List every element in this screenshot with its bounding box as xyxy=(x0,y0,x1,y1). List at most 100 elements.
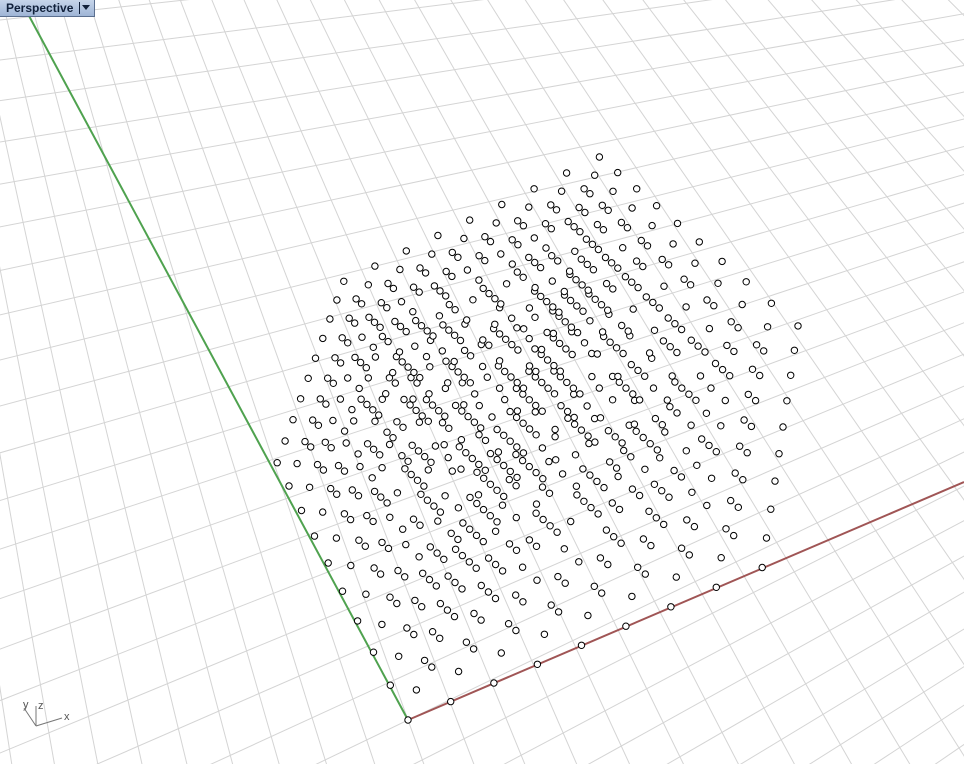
point-marker[interactable] xyxy=(544,384,552,392)
point-marker[interactable] xyxy=(748,365,757,373)
point-marker[interactable] xyxy=(427,458,435,466)
point-marker[interactable] xyxy=(512,450,520,459)
point-marker[interactable] xyxy=(486,512,494,520)
point-marker[interactable] xyxy=(420,656,429,665)
point-marker[interactable] xyxy=(569,384,578,392)
point-marker[interactable] xyxy=(471,390,479,398)
point-marker[interactable] xyxy=(410,630,418,639)
point-marker[interactable] xyxy=(598,328,607,336)
point-marker[interactable] xyxy=(614,372,622,381)
point-marker[interactable] xyxy=(378,332,387,341)
point-marker[interactable] xyxy=(451,578,459,587)
point-marker[interactable] xyxy=(557,187,566,195)
point-marker[interactable] xyxy=(547,225,555,233)
point-marker[interactable] xyxy=(398,358,406,366)
point-marker[interactable] xyxy=(336,359,345,367)
point-marker[interactable] xyxy=(466,493,474,502)
point-marker[interactable] xyxy=(653,446,661,454)
point-marker[interactable] xyxy=(546,522,554,530)
point-marker[interactable] xyxy=(502,280,511,288)
point-marker[interactable] xyxy=(498,501,507,509)
point-marker[interactable] xyxy=(442,292,450,300)
point-marker[interactable] xyxy=(579,465,587,473)
point-marker[interactable] xyxy=(726,372,734,380)
point-marker[interactable] xyxy=(494,448,503,456)
point-marker[interactable] xyxy=(588,240,597,249)
point-marker[interactable] xyxy=(519,222,528,230)
point-marker[interactable] xyxy=(444,572,452,580)
point-marker[interactable] xyxy=(430,502,438,510)
point-marker[interactable] xyxy=(655,304,663,312)
point-marker[interactable] xyxy=(431,442,440,450)
point-marker[interactable] xyxy=(362,364,370,372)
point-marker[interactable] xyxy=(313,460,322,469)
point-marker[interactable] xyxy=(448,272,456,281)
point-marker[interactable] xyxy=(688,488,696,496)
point-marker[interactable] xyxy=(752,341,761,349)
point-marker[interactable] xyxy=(763,323,772,331)
point-marker[interactable] xyxy=(519,390,527,398)
point-marker[interactable] xyxy=(413,476,422,484)
point-marker[interactable] xyxy=(371,417,379,425)
point-marker[interactable] xyxy=(643,242,652,250)
point-marker[interactable] xyxy=(492,219,500,227)
point-marker[interactable] xyxy=(293,459,301,468)
point-marker[interactable] xyxy=(542,244,550,252)
point-marker[interactable] xyxy=(506,437,514,445)
point-marker[interactable] xyxy=(664,314,672,322)
point-marker[interactable] xyxy=(445,326,453,334)
point-marker[interactable] xyxy=(775,450,783,458)
point-marker[interactable] xyxy=(395,348,404,356)
point-marker[interactable] xyxy=(338,334,346,342)
point-marker[interactable] xyxy=(558,470,567,478)
point-marker[interactable] xyxy=(440,441,448,449)
point-marker[interactable] xyxy=(628,485,637,493)
point-marker[interactable] xyxy=(484,554,493,562)
point-marker[interactable] xyxy=(454,535,462,544)
point-marker[interactable] xyxy=(562,345,570,353)
point-marker[interactable] xyxy=(531,313,539,321)
point-marker[interactable] xyxy=(519,449,528,457)
point-marker[interactable] xyxy=(596,554,605,562)
point-marker[interactable] xyxy=(346,515,355,524)
point-marker[interactable] xyxy=(671,378,679,386)
point-marker[interactable] xyxy=(327,444,335,452)
point-marker[interactable] xyxy=(666,343,674,351)
point-marker[interactable] xyxy=(408,441,416,449)
point-marker[interactable] xyxy=(525,334,533,343)
point-marker[interactable] xyxy=(727,318,735,326)
point-marker[interactable] xyxy=(488,413,496,421)
point-marker[interactable] xyxy=(513,378,521,387)
point-marker[interactable] xyxy=(311,354,320,362)
point-marker[interactable] xyxy=(630,420,639,428)
point-marker[interactable] xyxy=(611,433,619,441)
point-marker[interactable] xyxy=(594,510,602,518)
point-marker[interactable] xyxy=(641,465,649,473)
point-marker[interactable] xyxy=(395,652,403,660)
point-marker[interactable] xyxy=(680,275,688,283)
point-marker[interactable] xyxy=(583,260,591,269)
point-marker[interactable] xyxy=(418,412,426,420)
point-marker[interactable] xyxy=(606,338,614,346)
point-marker[interactable] xyxy=(329,379,337,387)
point-marker[interactable] xyxy=(548,252,556,260)
point-marker[interactable] xyxy=(478,362,487,371)
point-marker[interactable] xyxy=(415,288,423,296)
point-marker[interactable] xyxy=(506,467,514,476)
point-marker[interactable] xyxy=(600,483,608,492)
point-marker[interactable] xyxy=(500,492,508,501)
point-marker[interactable] xyxy=(316,395,324,403)
point-marker[interactable] xyxy=(443,606,452,614)
point-marker[interactable] xyxy=(621,273,630,281)
point-marker[interactable] xyxy=(677,325,686,334)
point-marker[interactable] xyxy=(767,299,776,307)
point-marker[interactable] xyxy=(475,276,483,284)
point-marker[interactable] xyxy=(500,461,508,470)
point-marker[interactable] xyxy=(310,532,319,540)
point-marker[interactable] xyxy=(376,570,385,578)
point-marker[interactable] xyxy=(391,317,399,326)
point-marker[interactable] xyxy=(483,373,491,381)
point-marker[interactable] xyxy=(604,427,613,435)
point-marker[interactable] xyxy=(424,417,432,425)
point-marker[interactable] xyxy=(513,407,522,415)
